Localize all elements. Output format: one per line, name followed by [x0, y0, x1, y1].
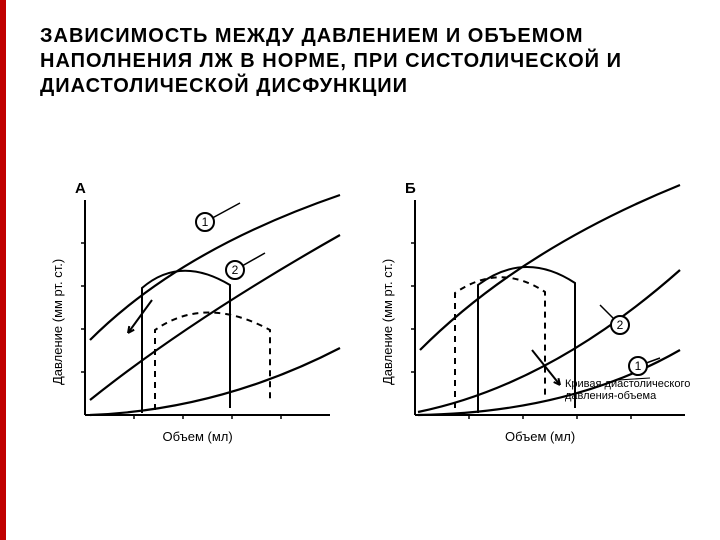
panel-b-chart: 12 — [360, 180, 700, 470]
panel-b: Б Давление (мм рт. ст.) Объем (мл) Крива… — [360, 180, 700, 470]
svg-text:1: 1 — [635, 359, 642, 373]
panel-a-chart: 12 — [30, 180, 350, 470]
svg-text:2: 2 — [617, 318, 624, 332]
svg-text:2: 2 — [232, 263, 239, 277]
slide-title: ЗАВИСИМОСТЬ МЕЖДУ ДАВЛЕНИЕМ И ОБЪЕМОМ НА… — [40, 24, 680, 99]
panel-a: А Давление (мм рт. ст.) Объем (мл) 12 — [30, 180, 350, 470]
svg-text:1: 1 — [202, 215, 209, 229]
slide: ЗАВИСИМОСТЬ МЕЖДУ ДАВЛЕНИЕМ И ОБЪЕМОМ НА… — [0, 0, 720, 540]
accent-bar — [0, 0, 6, 540]
